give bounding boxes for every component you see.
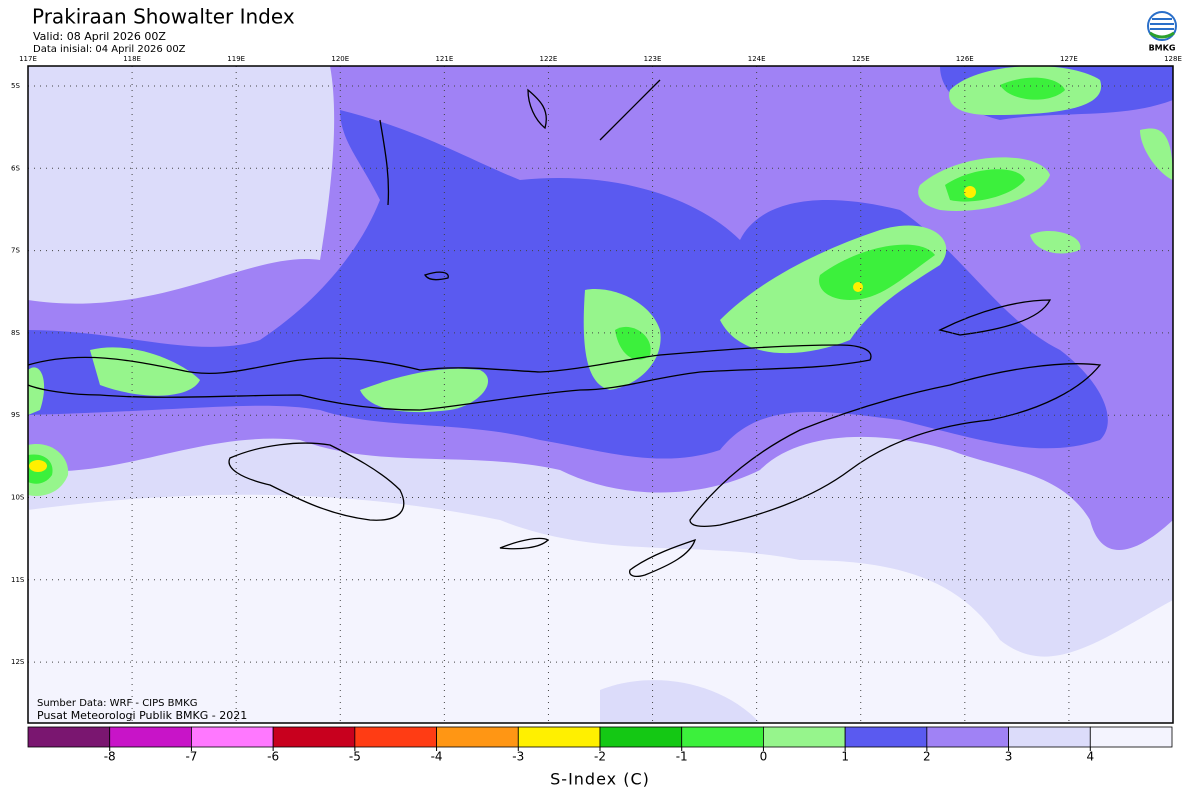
coastline-sumba <box>228 442 405 521</box>
valid-time: Valid: 08 April 2026 00Z <box>33 30 166 43</box>
colorbar-tick-label: -3 <box>512 750 524 764</box>
colorbar-tick-label: 0 <box>760 750 768 764</box>
colorbar-swatch <box>354 726 437 748</box>
logo-text: BMKG <box>1149 44 1176 53</box>
field-3-4-south <box>600 680 760 723</box>
lon-label: 119E <box>227 55 245 63</box>
map-field <box>28 66 1173 723</box>
lon-label: 124E <box>748 55 766 63</box>
source-note: Sumber Data: WRF - CIPS BMKG <box>37 698 197 709</box>
colorbar-swatch <box>109 726 192 748</box>
colorbar-tick-label: -2 <box>594 750 606 764</box>
lat-label: 10S <box>11 494 25 502</box>
colorbar-tick-label: 1 <box>841 750 849 764</box>
field-0-1-e <box>1140 128 1173 180</box>
colorbar-swatch <box>272 726 356 748</box>
colorbar-tick-label: -6 <box>267 750 279 764</box>
colorbar-swatch <box>926 726 1009 748</box>
coastlines <box>27 79 1102 577</box>
field-0-1-d <box>1030 230 1081 254</box>
colorbar-swatch <box>1008 726 1091 748</box>
lat-label: 8S <box>11 329 20 337</box>
colorbar: -8 -7 -6 -5 -4 -3 -2 -1 0 1 2 3 4 <box>27 726 1173 764</box>
field-3-4-north <box>28 66 335 304</box>
coastline-selayar <box>379 119 390 206</box>
coastline-island-a <box>527 88 547 130</box>
lat-label: 11S <box>11 576 25 584</box>
field-m1-0-c <box>819 244 935 300</box>
coastline-flores-sumbawa <box>27 344 872 411</box>
colorbar-swatch <box>681 726 764 748</box>
field-m1-0-a <box>1000 77 1065 100</box>
graticule <box>28 66 1173 723</box>
field-1-2 <box>28 110 1108 459</box>
lat-label: 7S <box>11 247 20 255</box>
lon-label: 127E <box>1060 55 1078 63</box>
lat-label: 5S <box>11 82 20 90</box>
field-m2-m1-j <box>29 460 47 472</box>
logo-arc <box>1149 31 1175 39</box>
field-m1-0-f <box>615 326 651 360</box>
colorbar-tick-label: -5 <box>349 750 361 764</box>
lon-label: 125E <box>852 55 870 63</box>
colorbar-label: S-Index (C) <box>550 770 650 789</box>
colorbar-tick-label: -1 <box>676 750 688 764</box>
colorbar-tick-label: -8 <box>104 750 116 764</box>
lat-label: 6S <box>11 164 20 172</box>
lon-label: 117E <box>19 55 37 63</box>
lat-labels: 5S 6S 7S 8S 9S 10S 11S 12S <box>11 82 25 666</box>
colorbar-tick-label: 3 <box>1005 750 1013 764</box>
colorbar-tick-label: 4 <box>1086 750 1094 764</box>
title: Prakiraan Showalter Index <box>32 5 295 29</box>
colorbar-swatch <box>844 726 928 748</box>
colorbar-swatch <box>436 726 519 748</box>
logo-stripes <box>1150 18 1174 30</box>
coastline-island-b <box>424 271 449 281</box>
credit-note: Pusat Meteorologi Publik BMKG - 2021 <box>37 709 247 722</box>
field-m2-m1-c <box>853 282 863 292</box>
lat-label: 9S <box>11 411 20 419</box>
lon-label: 123E <box>644 55 662 63</box>
colorbar-swatch <box>763 726 846 748</box>
field-0-1-g <box>360 368 489 413</box>
colorbar-tick-label: 2 <box>923 750 931 764</box>
lon-label: 122E <box>540 55 558 63</box>
colorbar-swatch <box>191 726 274 748</box>
colorbar-swatch <box>1089 726 1173 748</box>
coastline-rote <box>629 538 697 577</box>
colorbar-swatch <box>599 726 683 748</box>
colorbar-tick-label: -7 <box>185 750 197 764</box>
logo: BMKG <box>1147 11 1177 53</box>
colorbar-tick-label: -4 <box>431 750 443 764</box>
colorbar-swatch <box>27 726 111 748</box>
field-m2-m1-b <box>964 186 976 198</box>
coastline-buton <box>599 79 661 141</box>
field-0-1-i <box>28 367 45 415</box>
lon-label: 126E <box>956 55 974 63</box>
lon-label: 121E <box>435 55 453 63</box>
lon-labels: 117E 118E 119E 120E 121E 122E 123E 124E 125E 126E… <box>19 55 1182 63</box>
lat-label: 12S <box>11 658 25 666</box>
coastline-timor <box>689 363 1102 527</box>
lon-label: 118E <box>123 55 141 63</box>
lon-label: 120E <box>331 55 349 63</box>
coastline-wetar <box>938 299 1052 336</box>
lon-label: 128E <box>1164 55 1182 63</box>
init-time: Data inisial: 04 April 2026 00Z <box>33 44 186 55</box>
map-frame <box>27 65 1174 724</box>
colorbar-swatch <box>517 726 601 748</box>
